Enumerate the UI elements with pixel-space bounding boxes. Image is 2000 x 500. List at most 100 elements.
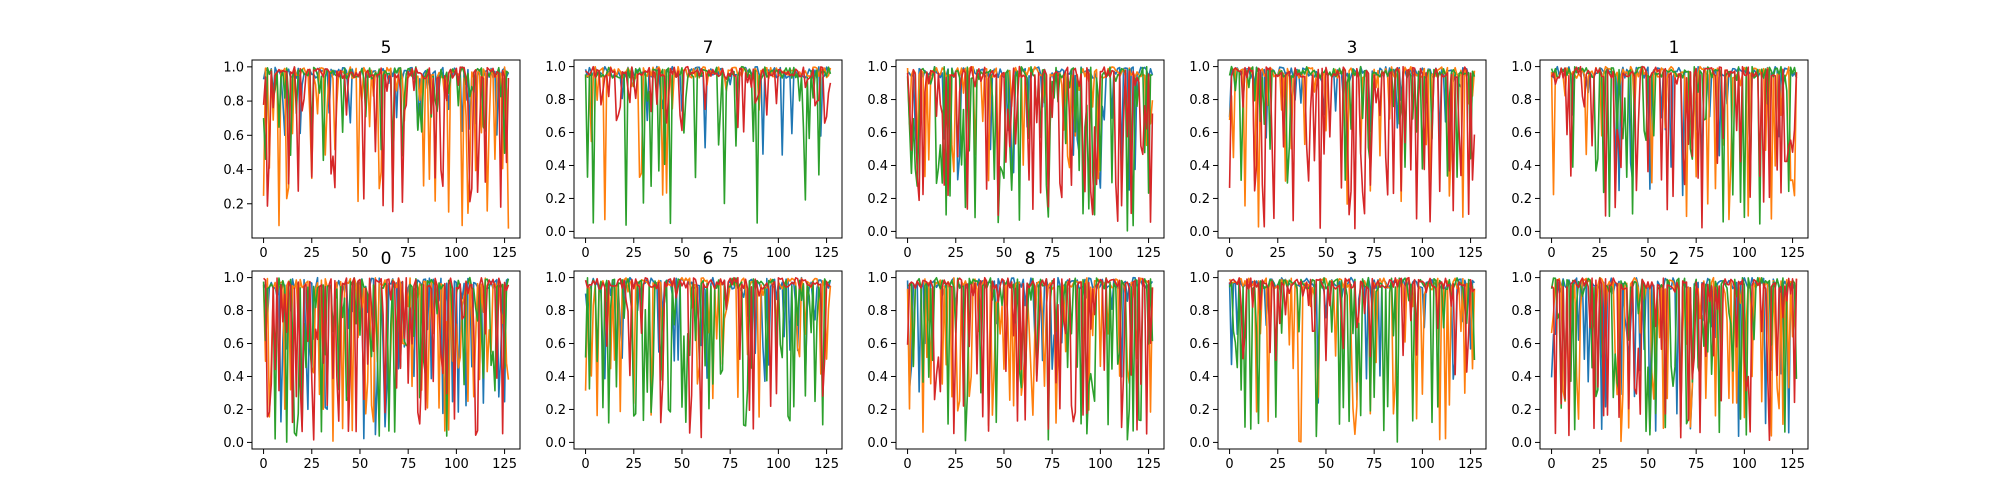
- subplot-title: 0: [381, 249, 392, 269]
- y-tick-label: 0.0: [1511, 436, 1532, 451]
- y-tick-label: 0.4: [867, 159, 888, 174]
- y-tick-label: 1.0: [545, 60, 566, 75]
- y-tick-label: 0.2: [867, 403, 888, 418]
- y-tick-label: 0.6: [223, 337, 244, 352]
- y-tick-label: 0.0: [1511, 225, 1532, 240]
- y-tick-label: 0.4: [1189, 370, 1210, 385]
- series-line-3: [907, 276, 1154, 442]
- x-tick-label: 50: [1318, 457, 1335, 472]
- x-tick-label: 50: [352, 457, 369, 472]
- x-tick-label: 25: [947, 457, 964, 472]
- x-tick-label: 125: [814, 246, 839, 261]
- subplot-title: 3: [1347, 38, 1358, 58]
- y-tick-label: 0.6: [867, 337, 888, 352]
- y-tick-label: 0.8: [545, 304, 566, 319]
- y-tick-label: 0.8: [1511, 93, 1532, 108]
- y-tick-label: 0.2: [545, 403, 566, 418]
- x-tick-label: 0: [903, 457, 911, 472]
- x-tick-label: 75: [1044, 457, 1061, 472]
- y-tick-label: 0.0: [867, 436, 888, 451]
- y-tick-label: 0.2: [545, 192, 566, 207]
- subplot-title: 1: [1669, 38, 1680, 58]
- x-tick-label: 75: [1366, 246, 1383, 261]
- y-tick-label: 0.6: [1189, 337, 1210, 352]
- y-tick-label: 1.0: [1511, 271, 1532, 286]
- x-tick-label: 75: [1044, 246, 1061, 261]
- series-line-3: [262, 276, 510, 443]
- y-tick-label: 1.0: [1511, 60, 1532, 75]
- y-tick-label: 0.0: [545, 225, 566, 240]
- x-tick-label: 0: [1225, 246, 1233, 261]
- axes-frame: [251, 270, 521, 450]
- subplot-7: 6 0 25 50 75 100 125 0.0 0.2 0.4 0.6 0.8 1.0: [545, 249, 843, 472]
- y-tick-label: 0.8: [1189, 304, 1210, 319]
- x-tick-label: 25: [1591, 246, 1608, 261]
- x-tick-label: 75: [722, 457, 739, 472]
- axes-frame: [1217, 270, 1487, 450]
- x-tick-label: 75: [400, 457, 417, 472]
- y-tick-label: 0.4: [1189, 159, 1210, 174]
- x-tick-label: 50: [674, 457, 691, 472]
- y-tick-label: 0.8: [867, 304, 888, 319]
- series-line-4: [1550, 277, 1798, 442]
- y-tick-label: 0.6: [867, 126, 888, 141]
- y-tick-label: 0.8: [867, 93, 888, 108]
- series-line-4: [906, 65, 1154, 223]
- x-tick-label: 75: [1366, 457, 1383, 472]
- x-tick-label: 75: [400, 246, 417, 261]
- subplot-title: 3: [1347, 249, 1358, 269]
- x-tick-label: 50: [352, 246, 369, 261]
- x-tick-label: 0: [259, 246, 267, 261]
- series-line-2: [585, 65, 832, 221]
- subplot-4: 3 0 25 50 75 100 125 0.0 0.2 0.4 0.6 0.8 1.0: [1189, 38, 1487, 261]
- series-line-3: [1228, 276, 1476, 443]
- x-tick-label: 75: [722, 246, 739, 261]
- x-tick-label: 0: [1225, 457, 1233, 472]
- series-line-4: [1228, 65, 1476, 230]
- x-tick-label: 125: [492, 246, 517, 261]
- y-tick-label: 0.2: [1189, 192, 1210, 207]
- y-tick-label: 0.8: [223, 95, 244, 110]
- series-line-4: [906, 276, 1154, 435]
- x-tick-label: 100: [444, 457, 469, 472]
- x-tick-label: 0: [259, 457, 267, 472]
- y-tick-label: 0.6: [223, 129, 244, 144]
- axes-frame: [1217, 59, 1487, 239]
- x-tick-label: 25: [625, 457, 642, 472]
- x-tick-label: 125: [814, 457, 839, 472]
- y-tick-label: 0.2: [1511, 192, 1532, 207]
- series-line-2: [1550, 65, 1798, 221]
- y-tick-label: 0.8: [1189, 93, 1210, 108]
- x-tick-label: 125: [1458, 246, 1483, 261]
- subplot-title: 5: [381, 38, 392, 58]
- subplot-title: 7: [703, 38, 714, 58]
- axes-frame: [895, 59, 1165, 239]
- y-tick-label: 0.0: [223, 436, 244, 451]
- y-tick-label: 0.6: [545, 337, 566, 352]
- y-tick-label: 0.0: [867, 225, 888, 240]
- y-tick-label: 0.8: [1511, 304, 1532, 319]
- y-tick-label: 0.2: [1511, 403, 1532, 418]
- x-tick-label: 100: [1410, 246, 1435, 261]
- x-tick-label: 125: [1780, 457, 1805, 472]
- subplot-3: 1 0 25 50 75 100 125 0.0 0.2 0.4 0.6 0.8 1.0: [867, 38, 1165, 261]
- x-tick-label: 25: [1591, 457, 1608, 472]
- series-line-4: [1550, 65, 1798, 229]
- y-tick-label: 0.4: [223, 370, 244, 385]
- axes-frame: [251, 59, 521, 239]
- x-tick-label: 100: [444, 246, 469, 261]
- x-tick-label: 0: [1547, 246, 1555, 261]
- x-tick-label: 50: [1318, 246, 1335, 261]
- x-tick-label: 125: [1136, 457, 1161, 472]
- series-line-4: [1228, 276, 1476, 376]
- axes-frame: [573, 59, 843, 239]
- y-tick-label: 1.0: [867, 60, 888, 75]
- y-tick-label: 0.6: [1511, 337, 1532, 352]
- x-tick-label: 125: [1780, 246, 1805, 261]
- x-tick-label: 125: [1136, 246, 1161, 261]
- y-tick-label: 0.0: [1189, 225, 1210, 240]
- x-tick-label: 25: [947, 246, 964, 261]
- y-tick-label: 0.6: [1189, 126, 1210, 141]
